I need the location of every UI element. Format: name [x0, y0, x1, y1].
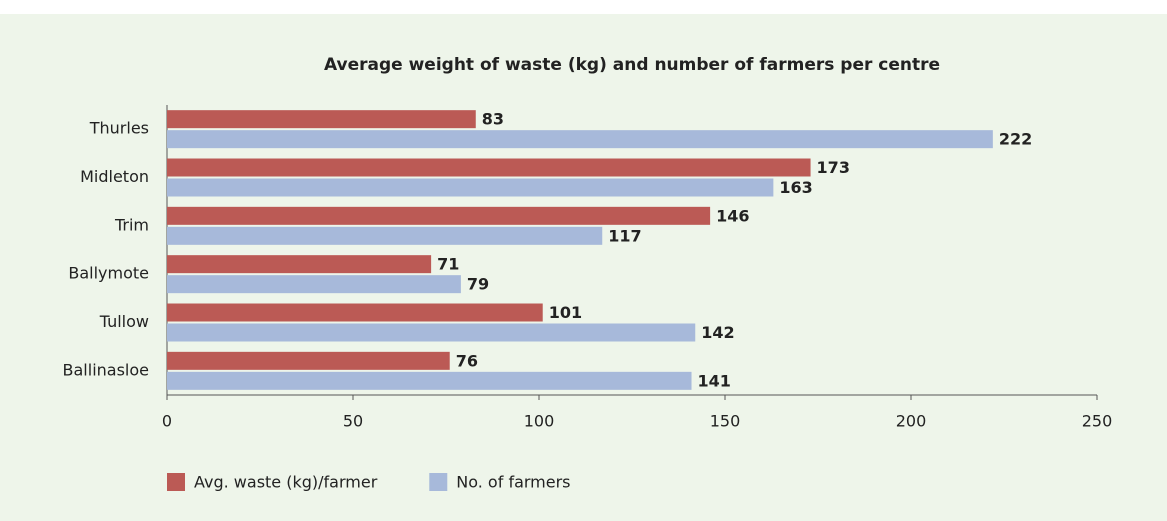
bar [167, 110, 476, 129]
bar [167, 158, 811, 177]
bar [167, 371, 692, 390]
bar [167, 303, 543, 322]
legend-swatch [167, 473, 185, 491]
data-label: 141 [698, 371, 731, 390]
bar [167, 226, 603, 245]
data-label: 76 [456, 351, 478, 370]
bar [167, 255, 432, 274]
y-tick-label: Trim [114, 215, 149, 234]
y-tick-label: Midleton [80, 167, 149, 186]
chart-title: Average weight of waste (kg) and number … [324, 55, 940, 75]
data-label: 71 [437, 255, 459, 274]
bar [167, 130, 993, 149]
y-tick-label: Thurles [89, 119, 149, 138]
data-label: 142 [701, 323, 734, 342]
y-tick-label: Ballymote [68, 264, 149, 283]
legend-label: No. of farmers [456, 473, 570, 492]
x-tick-label: 50 [343, 412, 363, 431]
bar [167, 275, 461, 294]
y-tick-label: Ballinasloe [63, 360, 149, 379]
data-label: 163 [779, 178, 812, 197]
bar [167, 206, 711, 225]
legend-label: Avg. waste (kg)/farmer [194, 473, 378, 492]
x-tick-label: 250 [1082, 412, 1113, 431]
y-tick-label: Tullow [99, 312, 149, 331]
legend-swatch [429, 473, 448, 491]
bar [167, 178, 774, 197]
data-label: 101 [549, 303, 582, 322]
data-label: 222 [999, 130, 1032, 149]
x-tick-label: 200 [896, 412, 927, 431]
x-tick-label: 150 [710, 412, 741, 431]
bar [167, 323, 696, 342]
bar [167, 351, 450, 370]
data-label: 173 [817, 158, 850, 177]
x-tick-label: 0 [162, 412, 172, 431]
data-label: 117 [608, 226, 641, 245]
data-label: 83 [482, 110, 504, 129]
data-label: 79 [467, 275, 489, 294]
data-label: 146 [716, 206, 749, 225]
x-tick-label: 100 [524, 412, 555, 431]
